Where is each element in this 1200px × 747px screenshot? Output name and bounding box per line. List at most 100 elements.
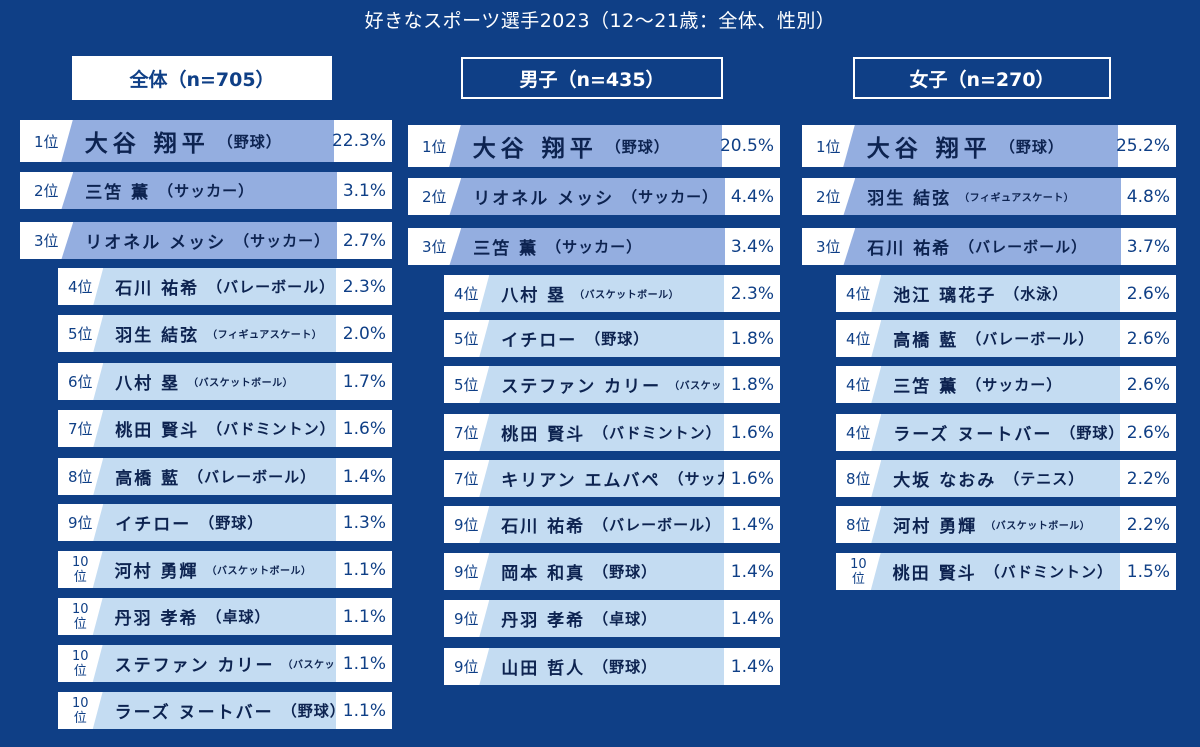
player-name-text: 河村 勇輝 [893,517,978,537]
ranking-row: 4位 池江 璃花子 （水泳） 2.6% [836,275,1176,312]
percent-value: 2.2% [1119,506,1176,543]
rank-label: 9位 [444,506,490,543]
sport-label: （サッカー） [234,232,331,250]
percent-value: 1.1% [335,645,392,682]
percent-value: 1.6% [723,414,780,451]
sport-label: （バレーボール） [207,278,336,296]
ranking-row: 10 位河村 勇輝 （バスケットボール） 1.1% [58,551,392,588]
ranking-row: 5位 イチロー （野球） 1.8% [444,320,780,357]
sport-label: （野球） [605,137,670,156]
rank-label: 10 位 [58,692,103,729]
sport-label: （卓球） [593,610,658,628]
player-name: 大谷 翔平 （野球） [448,125,722,167]
percent-value: 2.3% [335,268,392,305]
sport-label: （バスケットボール） [669,381,724,392]
player-name: 高橋 藍 （バレーボール） [869,320,1120,357]
ranking-row: 8位 高橋 藍 （バレーボール） 1.4% [58,458,392,495]
player-name: 岡本 和真 （野球） [477,553,724,590]
player-name: 桃田 賢斗 （バドミントン） [868,553,1120,590]
percent-value: 1.4% [335,458,392,495]
player-name-text: 石川 祐希 [867,239,952,259]
percent-value: 4.4% [725,178,781,215]
percent-value: 1.1% [335,598,392,635]
rank-label: 1位 [20,120,73,162]
ranking-row: 3位 三笘 薫（サッカー） 3.4% [408,228,781,265]
player-name: ステファン カリー （バスケットボール） [477,366,724,403]
ranking-row: 9位 石川 祐希 （バレーボール） 1.4% [444,506,780,543]
player-name-text: イチロー [501,331,578,351]
percent-value: 1.1% [335,692,392,729]
player-name-text: 八村 塁 [115,374,181,394]
percent-value: 2.2% [1119,460,1176,497]
sport-label: （テニス） [1004,470,1085,488]
ranking-row: 8位 河村 勇輝 （バスケットボール） 2.2% [836,506,1176,543]
sport-label: （サッカー） [158,182,255,200]
player-name-text: 三笘 薫 [893,377,959,397]
player-name-text: 丹羽 孝希 [501,611,586,631]
percent-value: 2.0% [335,315,392,352]
sport-label: （サッカー） [966,376,1063,394]
sport-label: （バドミントン） [207,420,336,438]
percent-value: 1.4% [723,553,780,590]
player-name-text: イチロー [115,515,192,535]
player-name: イチロー （野球） [91,504,336,541]
ranking-row: 5位 羽生 結弦 （フィギュアスケート） 2.0% [58,315,392,352]
player-name-text: 羽生 結弦 [867,189,952,209]
sport-label: （卓球） [206,608,271,626]
rank-label: 9位 [444,600,490,637]
percent-value: 1.4% [723,648,780,685]
ranking-row: 9位 岡本 和真 （野球） 1.4% [444,553,780,590]
percent-value: 2.6% [1119,275,1176,312]
header-all: 全体（n=705） [72,56,332,100]
player-name: イチロー （野球） [477,320,724,357]
player-name-text: 山田 哲人 [501,659,586,679]
player-name: ステファン カリー （バスケットボール） [90,645,336,682]
player-name: 三笘 薫 （サッカー） [869,366,1120,403]
percent-value: 1.4% [723,600,780,637]
rank-label: 1位 [802,125,855,167]
ranking-row: 4位 石川 祐希 （バレーボール） 2.3% [58,268,392,305]
player-name-text: 三笘 薫 [85,183,151,203]
player-name-text: リオネル メッシ [85,233,227,253]
player-name-text: 河村 勇輝 [114,562,199,582]
player-name-text: 高橋 藍 [893,331,959,351]
player-name: 羽生 結弦 （フィギュアスケート） [843,178,1122,215]
sport-label: （バスケットボール） [206,566,312,577]
percent-value: 22.3% [332,120,392,162]
player-name-text: 大坂 なおみ [893,471,997,491]
player-name: 石川 祐希 （バレーボール） [843,228,1122,265]
player-name-text: 石川 祐希 [115,279,200,299]
percent-value: 3.1% [337,172,393,209]
player-name-text: 八村 塁 [501,286,567,306]
player-name-text: 大谷 翔平 [84,131,210,157]
player-name: 三笘 薫 （サッカー） [449,228,726,265]
percent-value: 1.3% [335,504,392,541]
ranking-row: 8位 大坂 なおみ （テニス） 2.2% [836,460,1176,497]
sport-label: （野球） [999,137,1064,156]
rank-label: 5位 [444,320,490,357]
ranking-row: 2位 リオネル メッシ （サッカー） 4.4% [408,178,781,215]
player-name-text: 高橋 藍 [115,469,181,489]
percent-value: 25.2% [1116,125,1176,167]
sport-label: （水泳） [1004,285,1069,303]
percent-value: 1.7% [335,363,392,400]
player-name: 石川 祐希 （バレーボール） [477,506,724,543]
sport-label: （野球） [593,563,658,581]
player-name-text: リオネル メッシ [473,189,615,209]
player-name-text: 大谷 翔平 [866,136,992,162]
player-name-text: ラーズ ヌートバー [893,425,1053,445]
player-name: 桃田 賢斗 （バドミントン） [477,414,724,451]
sport-label: （野球） [217,132,282,151]
player-name: 羽生 結弦 （フィギュアスケート） [91,315,336,352]
player-name-text: ラーズ ヌートバー [114,703,274,723]
sport-label: （バスケットボール） [985,521,1091,532]
player-name: 河村 勇輝 （バスケットボール） [869,506,1120,543]
percent-value: 2.3% [723,275,780,312]
percent-value: 3.7% [1121,228,1176,265]
player-name: 八村 塁 （バスケットボール） [91,363,336,400]
player-name: キリアン エムバペ （サッカー） [477,460,724,497]
sport-label: （野球） [1060,424,1120,442]
player-name-text: ステファン カリー [501,377,662,397]
